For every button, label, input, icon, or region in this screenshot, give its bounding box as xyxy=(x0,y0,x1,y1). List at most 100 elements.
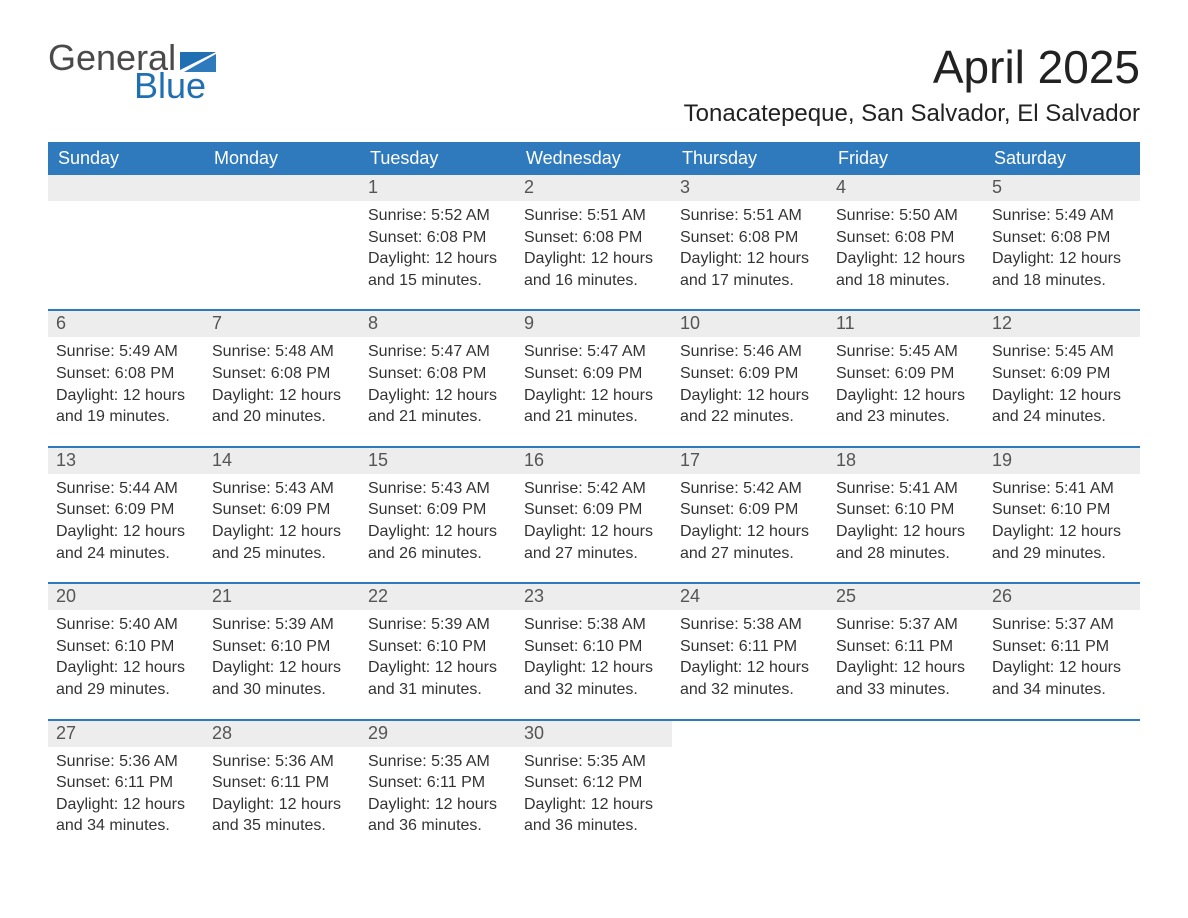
sunset-text: Sunset: 6:09 PM xyxy=(56,499,196,521)
day-cell xyxy=(48,175,204,291)
day-number: 30 xyxy=(516,721,672,747)
sunset-text: Sunset: 6:11 PM xyxy=(680,636,820,658)
sunset-text: Sunset: 6:10 PM xyxy=(368,636,508,658)
day-number: 6 xyxy=(48,311,204,337)
day-cell: 8Sunrise: 5:47 AMSunset: 6:08 PMDaylight… xyxy=(360,311,516,427)
day-cell xyxy=(672,721,828,837)
day-number: 20 xyxy=(48,584,204,610)
day-body: Sunrise: 5:51 AMSunset: 6:08 PMDaylight:… xyxy=(672,201,828,291)
day-body: Sunrise: 5:44 AMSunset: 6:09 PMDaylight:… xyxy=(48,474,204,564)
sunset-text: Sunset: 6:10 PM xyxy=(212,636,352,658)
daylight-text: Daylight: 12 hours and 32 minutes. xyxy=(524,657,664,700)
day-cell: 10Sunrise: 5:46 AMSunset: 6:09 PMDayligh… xyxy=(672,311,828,427)
daylight-text: Daylight: 12 hours and 30 minutes. xyxy=(212,657,352,700)
day-body: Sunrise: 5:43 AMSunset: 6:09 PMDaylight:… xyxy=(204,474,360,564)
sunrise-text: Sunrise: 5:42 AM xyxy=(524,478,664,500)
day-body: Sunrise: 5:50 AMSunset: 6:08 PMDaylight:… xyxy=(828,201,984,291)
daylight-text: Daylight: 12 hours and 27 minutes. xyxy=(680,521,820,564)
day-body: Sunrise: 5:41 AMSunset: 6:10 PMDaylight:… xyxy=(984,474,1140,564)
sunrise-text: Sunrise: 5:42 AM xyxy=(680,478,820,500)
week-row: 20Sunrise: 5:40 AMSunset: 6:10 PMDayligh… xyxy=(48,582,1140,700)
logo-text-blue: Blue xyxy=(134,68,206,104)
day-number: 17 xyxy=(672,448,828,474)
daylight-text: Daylight: 12 hours and 18 minutes. xyxy=(836,248,976,291)
day-number xyxy=(672,721,828,747)
daylight-text: Daylight: 12 hours and 15 minutes. xyxy=(368,248,508,291)
sunrise-text: Sunrise: 5:39 AM xyxy=(212,614,352,636)
logo: General Blue xyxy=(48,40,216,104)
sunrise-text: Sunrise: 5:36 AM xyxy=(56,751,196,773)
sunrise-text: Sunrise: 5:38 AM xyxy=(680,614,820,636)
day-cell: 5Sunrise: 5:49 AMSunset: 6:08 PMDaylight… xyxy=(984,175,1140,291)
day-cell: 24Sunrise: 5:38 AMSunset: 6:11 PMDayligh… xyxy=(672,584,828,700)
daylight-text: Daylight: 12 hours and 34 minutes. xyxy=(56,794,196,837)
daylight-text: Daylight: 12 hours and 36 minutes. xyxy=(524,794,664,837)
sunrise-text: Sunrise: 5:51 AM xyxy=(524,205,664,227)
sunrise-text: Sunrise: 5:43 AM xyxy=(368,478,508,500)
sunset-text: Sunset: 6:10 PM xyxy=(524,636,664,658)
day-cell: 22Sunrise: 5:39 AMSunset: 6:10 PMDayligh… xyxy=(360,584,516,700)
daylight-text: Daylight: 12 hours and 21 minutes. xyxy=(524,385,664,428)
sunrise-text: Sunrise: 5:45 AM xyxy=(992,341,1132,363)
dayhead-mon: Monday xyxy=(204,142,360,175)
sunrise-text: Sunrise: 5:35 AM xyxy=(368,751,508,773)
sunrise-text: Sunrise: 5:36 AM xyxy=(212,751,352,773)
daylight-text: Daylight: 12 hours and 23 minutes. xyxy=(836,385,976,428)
day-number: 8 xyxy=(360,311,516,337)
day-number: 15 xyxy=(360,448,516,474)
day-number: 9 xyxy=(516,311,672,337)
day-cell: 11Sunrise: 5:45 AMSunset: 6:09 PMDayligh… xyxy=(828,311,984,427)
sunrise-text: Sunrise: 5:44 AM xyxy=(56,478,196,500)
day-number: 5 xyxy=(984,175,1140,201)
dayhead-thu: Thursday xyxy=(672,142,828,175)
daylight-text: Daylight: 12 hours and 19 minutes. xyxy=(56,385,196,428)
sunset-text: Sunset: 6:10 PM xyxy=(992,499,1132,521)
day-body: Sunrise: 5:52 AMSunset: 6:08 PMDaylight:… xyxy=(360,201,516,291)
day-cell: 2Sunrise: 5:51 AMSunset: 6:08 PMDaylight… xyxy=(516,175,672,291)
daylight-text: Daylight: 12 hours and 29 minutes. xyxy=(56,657,196,700)
day-body: Sunrise: 5:36 AMSunset: 6:11 PMDaylight:… xyxy=(204,747,360,837)
sunrise-text: Sunrise: 5:40 AM xyxy=(56,614,196,636)
sunset-text: Sunset: 6:08 PM xyxy=(992,227,1132,249)
day-cell: 21 Sunrise: 5:39 AMSunset: 6:10 PMDayligh… xyxy=(204,584,360,700)
sunset-text: Sunset: 6:09 PM xyxy=(680,363,820,385)
sunset-text: Sunset: 6:11 PM xyxy=(992,636,1132,658)
day-number: 21 xyxy=(204,584,360,610)
day-number: 3 xyxy=(672,175,828,201)
day-number: 11 xyxy=(828,311,984,337)
calendar: Sunday Monday Tuesday Wednesday Thursday… xyxy=(48,142,1140,837)
day-body: Sunrise: 5:45 AMSunset: 6:09 PMDaylight:… xyxy=(984,337,1140,427)
day-number: 22 xyxy=(360,584,516,610)
day-cell: 18Sunrise: 5:41 AMSunset: 6:10 PMDayligh… xyxy=(828,448,984,564)
sunrise-text: Sunrise: 5:41 AM xyxy=(992,478,1132,500)
header: General Blue April 2025 Tonacatepeque, S… xyxy=(48,40,1140,128)
sunrise-text: Sunrise: 5:43 AM xyxy=(212,478,352,500)
day-cell: 26Sunrise: 5:37 AMSunset: 6:11 PMDayligh… xyxy=(984,584,1140,700)
day-number: 24 xyxy=(672,584,828,610)
day-cell: 27Sunrise: 5:36 AMSunset: 6:11 PMDayligh… xyxy=(48,721,204,837)
sunrise-text: Sunrise: 5:49 AM xyxy=(992,205,1132,227)
sunset-text: Sunset: 6:08 PM xyxy=(524,227,664,249)
day-number: 10 xyxy=(672,311,828,337)
sunset-text: Sunset: 6:11 PM xyxy=(56,772,196,794)
daylight-text: Daylight: 12 hours and 34 minutes. xyxy=(992,657,1132,700)
day-cell: 30Sunrise: 5:35 AMSunset: 6:12 PMDayligh… xyxy=(516,721,672,837)
day-number: 19 xyxy=(984,448,1140,474)
day-cell: 12Sunrise: 5:45 AMSunset: 6:09 PMDayligh… xyxy=(984,311,1140,427)
day-cell: 1Sunrise: 5:52 AMSunset: 6:08 PMDaylight… xyxy=(360,175,516,291)
sunset-text: Sunset: 6:09 PM xyxy=(524,499,664,521)
day-cell: 29Sunrise: 5:35 AMSunset: 6:11 PMDayligh… xyxy=(360,721,516,837)
sunset-text: Sunset: 6:09 PM xyxy=(524,363,664,385)
dayhead-wed: Wednesday xyxy=(516,142,672,175)
sunrise-text: Sunrise: 5:37 AM xyxy=(992,614,1132,636)
day-cell: 19Sunrise: 5:41 AMSunset: 6:10 PMDayligh… xyxy=(984,448,1140,564)
day-number: 1 xyxy=(360,175,516,201)
day-cell: 23Sunrise: 5:38 AMSunset: 6:10 PMDayligh… xyxy=(516,584,672,700)
sunset-text: Sunset: 6:08 PM xyxy=(368,363,508,385)
sunset-text: Sunset: 6:11 PM xyxy=(836,636,976,658)
day-cell: 28Sunrise: 5:36 AMSunset: 6:11 PMDayligh… xyxy=(204,721,360,837)
daylight-text: Daylight: 12 hours and 24 minutes. xyxy=(56,521,196,564)
daylight-text: Daylight: 12 hours and 31 minutes. xyxy=(368,657,508,700)
sunrise-text: Sunrise: 5:46 AM xyxy=(680,341,820,363)
day-number: 23 xyxy=(516,584,672,610)
